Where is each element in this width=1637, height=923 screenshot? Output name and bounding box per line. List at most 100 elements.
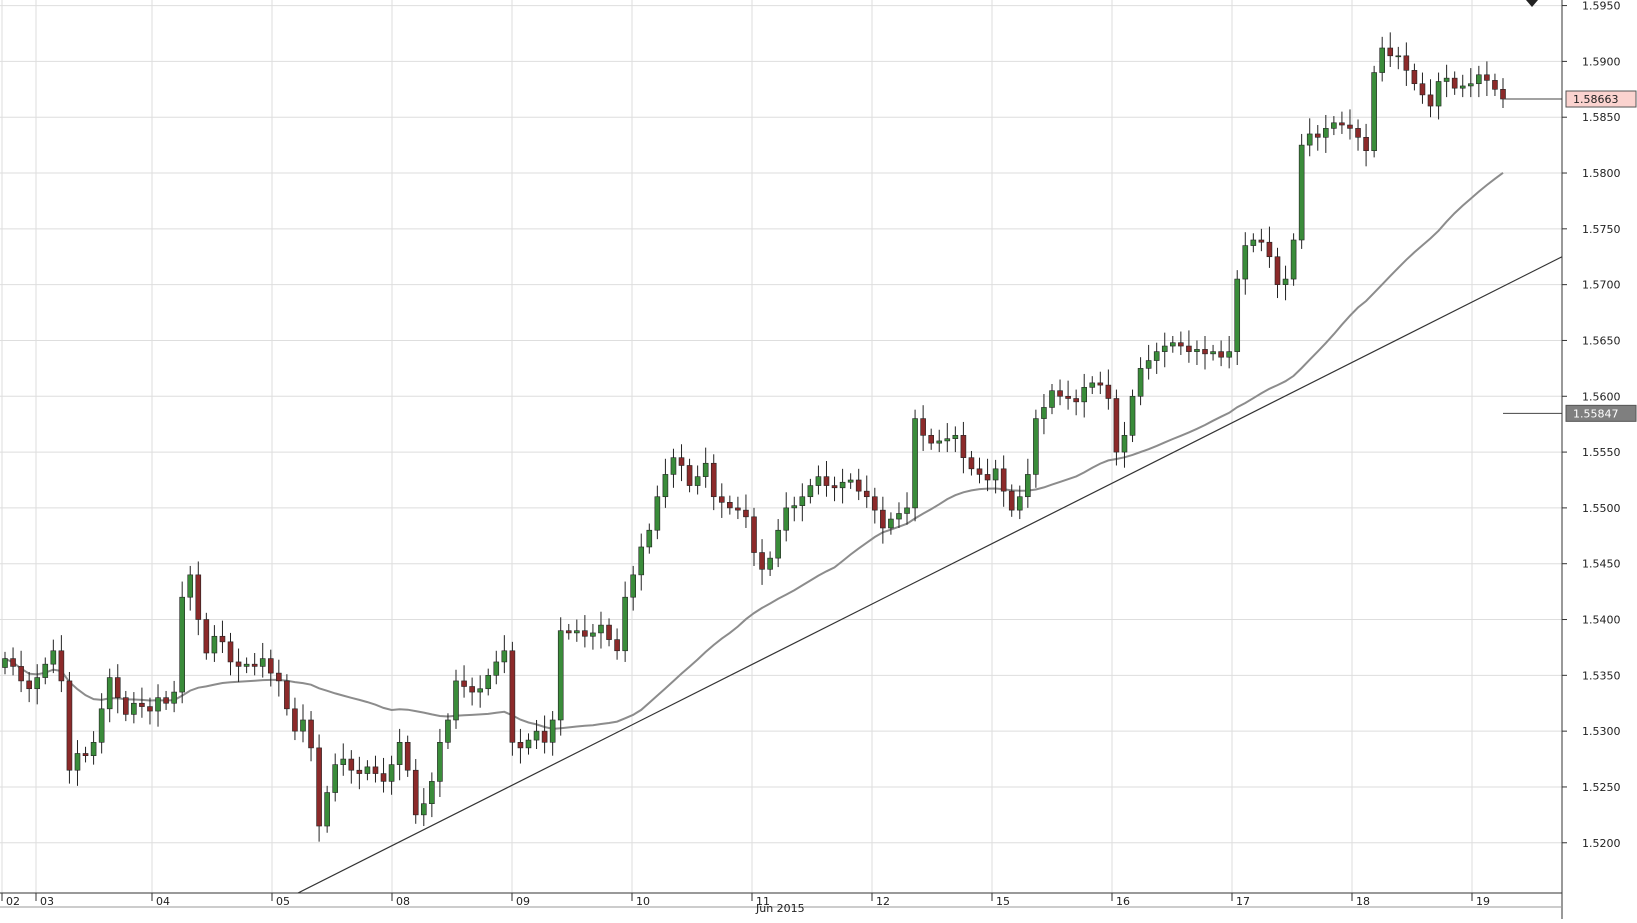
candle <box>654 485 661 540</box>
candle <box>26 671 32 703</box>
candle <box>1202 335 1208 370</box>
candle-body <box>1121 435 1128 453</box>
candle <box>1194 340 1200 366</box>
candle <box>324 785 330 833</box>
candle <box>735 496 741 520</box>
candle <box>90 731 97 765</box>
candle <box>380 757 387 793</box>
y-tick-label: 1.5500 <box>1582 502 1621 515</box>
candle-body <box>10 658 16 667</box>
candle-body <box>388 764 395 782</box>
candle <box>1451 71 1458 95</box>
candle <box>420 788 427 827</box>
last-price-badge-bg <box>1565 90 1637 108</box>
candle-body <box>984 474 991 481</box>
candle-body <box>1363 136 1369 151</box>
candle <box>445 713 451 750</box>
candle-body <box>292 708 298 732</box>
x-tick-label: 17 <box>1236 895 1250 908</box>
x-tick-label: 15 <box>996 895 1010 908</box>
candle <box>517 728 524 764</box>
candle <box>1355 119 1361 151</box>
grid-lines <box>0 0 1562 893</box>
x-tick-label: 04 <box>156 895 170 908</box>
candle <box>364 760 371 781</box>
candle <box>831 476 838 502</box>
candle <box>807 478 814 504</box>
candle <box>259 642 266 678</box>
candle-body <box>139 702 145 707</box>
candle-body <box>66 680 73 771</box>
candle-body <box>372 766 379 774</box>
candle-body <box>1347 124 1353 129</box>
candle-body <box>1016 496 1023 511</box>
candle <box>751 507 757 566</box>
candle <box>2 651 8 675</box>
candle <box>10 647 16 676</box>
candle-body <box>195 574 202 620</box>
x-tick-label: 10 <box>636 895 650 908</box>
candle-body <box>251 663 258 667</box>
candle <box>960 421 967 474</box>
candlestick-series <box>2 32 1562 842</box>
candle-body <box>1258 239 1265 243</box>
candle <box>1186 330 1192 363</box>
candle <box>888 512 894 535</box>
candle-body <box>114 677 121 698</box>
candle-body <box>340 758 347 765</box>
candle <box>590 623 596 650</box>
candle <box>227 632 234 676</box>
candle <box>1323 114 1329 153</box>
candle <box>251 653 258 676</box>
candle-body <box>493 661 500 676</box>
candle <box>702 447 709 488</box>
candle-body <box>863 490 870 498</box>
candle-body <box>324 792 330 827</box>
candle <box>976 457 983 484</box>
candle-body <box>831 485 838 489</box>
candle <box>179 581 185 704</box>
candle-body <box>1242 245 1249 280</box>
x-tick-label: 16 <box>1116 895 1130 908</box>
candle-body <box>517 742 524 749</box>
candle <box>662 458 669 508</box>
candle <box>340 743 347 776</box>
candle <box>1210 344 1216 361</box>
candle <box>606 618 612 647</box>
candle <box>710 454 717 511</box>
candle <box>1258 228 1265 252</box>
candle <box>1025 458 1031 508</box>
candle <box>1403 42 1410 86</box>
candle-body <box>332 764 339 793</box>
candle <box>1331 116 1337 136</box>
candle-body <box>727 502 733 509</box>
candle <box>759 539 765 585</box>
candle-body <box>718 496 725 503</box>
candle <box>493 650 500 685</box>
candle <box>114 664 121 714</box>
candle <box>34 664 41 705</box>
candle-body <box>880 509 886 529</box>
candle-body <box>90 742 97 757</box>
candle-body <box>1387 47 1394 57</box>
candle-body <box>2 658 8 668</box>
candle <box>678 444 685 482</box>
candle-body <box>412 769 419 816</box>
ma-value-badge-bg <box>1565 404 1637 422</box>
candle-body <box>799 496 806 506</box>
candle <box>855 468 862 501</box>
candle-body <box>106 677 113 710</box>
candle <box>582 615 588 648</box>
trendline <box>297 256 1563 894</box>
y-tick-label: 1.5550 <box>1582 446 1621 459</box>
candle <box>18 650 24 693</box>
y-tick-label: 1.5800 <box>1582 167 1621 180</box>
candle <box>549 711 556 756</box>
candle-body <box>1427 94 1434 107</box>
candle <box>308 711 314 762</box>
candle-body <box>147 706 153 712</box>
candle <box>195 561 202 636</box>
candle-body <box>525 739 532 749</box>
candle-body <box>896 513 902 520</box>
